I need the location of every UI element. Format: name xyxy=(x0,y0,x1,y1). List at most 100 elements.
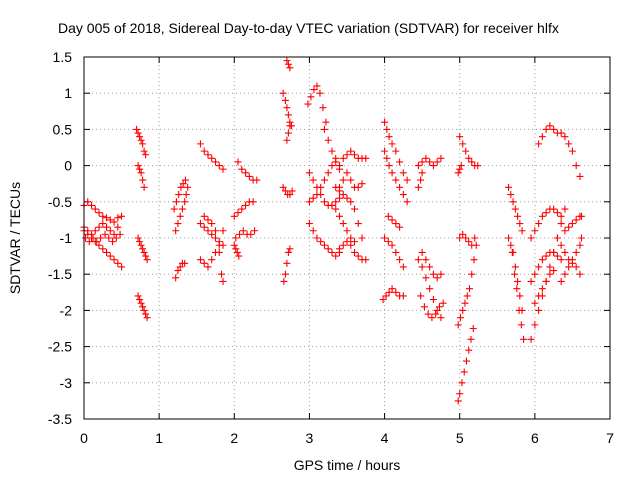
data-point xyxy=(507,191,515,199)
data-point xyxy=(335,162,343,170)
data-point xyxy=(513,285,521,293)
data-point xyxy=(557,277,565,285)
data-point xyxy=(99,245,107,253)
data-point xyxy=(284,111,292,119)
data-point xyxy=(142,252,150,260)
data-point xyxy=(454,321,462,329)
data-point xyxy=(118,212,126,220)
data-point xyxy=(426,263,434,271)
data-point xyxy=(110,230,118,238)
data-point xyxy=(233,248,241,256)
data-point xyxy=(320,241,328,249)
data-point xyxy=(457,162,465,170)
data-point xyxy=(459,230,467,238)
data-point xyxy=(381,234,389,242)
data-point xyxy=(136,165,144,173)
data-point xyxy=(134,292,142,300)
data-point xyxy=(557,129,565,137)
data-point xyxy=(385,162,393,170)
data-point xyxy=(527,335,535,343)
data-point xyxy=(324,136,332,144)
data-point xyxy=(212,227,219,235)
data-point xyxy=(572,248,580,256)
data-point xyxy=(212,234,219,242)
data-point xyxy=(284,248,292,256)
data-point xyxy=(175,191,183,199)
data-point xyxy=(469,325,477,332)
y-tick-label: -2.5 xyxy=(48,339,72,355)
data-point xyxy=(142,151,150,159)
data-point xyxy=(351,205,359,213)
data-point xyxy=(577,212,585,220)
data-point xyxy=(279,89,287,97)
data-point xyxy=(283,136,291,144)
data-point xyxy=(232,245,240,253)
data-point xyxy=(358,234,366,242)
data-point xyxy=(106,252,114,260)
chart-title: Day 005 of 2018, Sidereal Day-to-day VTE… xyxy=(58,20,559,36)
data-point xyxy=(118,263,126,271)
data-point xyxy=(114,259,122,267)
x-tick-label: 1 xyxy=(155,430,163,446)
data-point xyxy=(218,270,226,278)
data-point xyxy=(245,172,253,180)
data-point xyxy=(516,292,524,300)
data-point xyxy=(520,335,528,343)
data-point xyxy=(101,230,109,238)
data-point xyxy=(354,220,362,228)
data-point xyxy=(313,82,321,90)
data-point xyxy=(335,212,343,220)
data-point xyxy=(542,277,550,285)
data-point xyxy=(388,169,396,177)
data-point xyxy=(420,303,428,311)
data-point xyxy=(328,162,336,170)
data-point xyxy=(470,256,478,264)
data-point xyxy=(322,118,330,126)
data-point xyxy=(392,220,400,228)
data-point xyxy=(106,227,114,235)
data-point xyxy=(174,267,182,275)
data-point xyxy=(139,176,147,184)
data-point xyxy=(286,64,294,72)
data-point xyxy=(91,205,99,213)
data-point xyxy=(103,214,111,222)
data-point xyxy=(516,220,524,228)
data-point xyxy=(332,205,340,213)
data-point xyxy=(458,379,466,387)
data-point xyxy=(538,212,546,220)
data-point xyxy=(553,252,561,260)
data-point xyxy=(196,220,204,228)
data-point xyxy=(177,183,185,191)
data-point xyxy=(140,183,148,191)
data-point xyxy=(565,140,573,148)
data-point xyxy=(426,158,434,166)
data-point xyxy=(139,140,147,148)
data-point xyxy=(105,234,113,242)
data-point xyxy=(572,216,580,224)
data-point xyxy=(546,270,554,278)
data-point xyxy=(305,220,313,228)
data-point xyxy=(279,183,287,191)
data-point xyxy=(140,306,148,314)
data-point xyxy=(511,270,519,278)
data-point xyxy=(565,263,573,271)
data-point xyxy=(305,198,313,206)
data-point xyxy=(396,256,404,264)
data-point xyxy=(236,230,244,238)
data-point xyxy=(134,234,142,242)
data-point xyxy=(196,256,204,264)
data-point xyxy=(335,183,343,191)
data-point xyxy=(392,248,400,256)
data-point xyxy=(304,100,312,108)
data-point xyxy=(95,223,103,231)
data-point xyxy=(230,212,238,220)
data-point xyxy=(454,397,462,405)
data-point xyxy=(384,238,392,246)
data-point xyxy=(88,230,96,238)
data-point xyxy=(535,220,543,228)
data-point xyxy=(328,248,336,256)
data-point xyxy=(456,165,464,173)
data-point xyxy=(172,198,180,206)
data-point xyxy=(557,220,565,228)
data-point xyxy=(97,234,105,242)
